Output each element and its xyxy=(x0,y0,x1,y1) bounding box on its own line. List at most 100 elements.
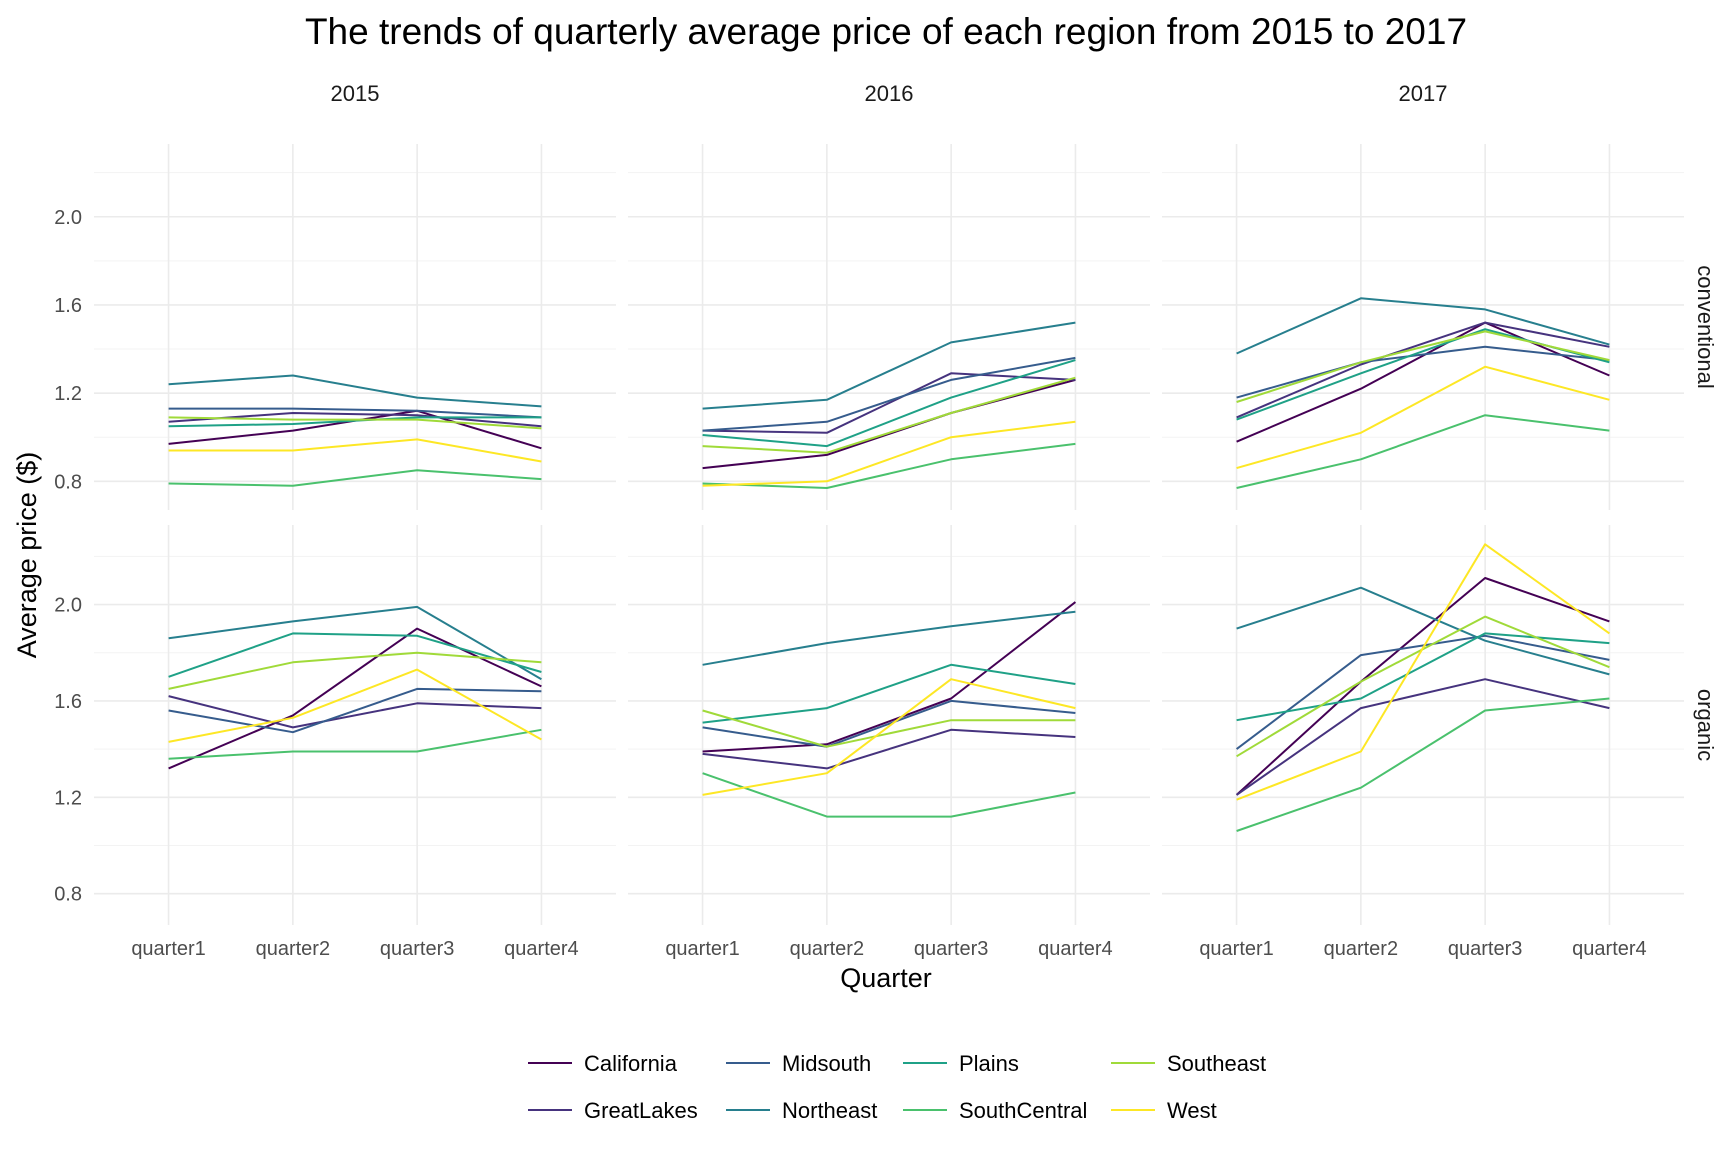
series-line-northeast-2016-conventional xyxy=(702,321,1076,410)
legend-item-plains: Plains xyxy=(903,1051,1019,1076)
legend-item-northeast: Northeast xyxy=(726,1098,877,1123)
facet-strips: 2015 2016 2017 conventional organic xyxy=(331,81,1718,761)
x-axis-title: Quarter xyxy=(840,963,932,993)
series-line-california-2015-organic xyxy=(168,627,542,770)
y-tick-label: 1.2 xyxy=(54,787,82,809)
x-tick-label-quarter4: quarter4 xyxy=(1572,938,1647,960)
x-tick-label-quarter3: quarter3 xyxy=(914,938,989,960)
panel-grid-2017-conventional xyxy=(1162,144,1684,510)
series-line-plains-2016-organic xyxy=(702,663,1076,724)
x-tick-label-quarter1: quarter1 xyxy=(665,938,740,960)
series-line-midsouth-2017-organic xyxy=(1235,634,1610,750)
series-line-plains-2015-organic xyxy=(168,632,542,678)
series-line-northeast-2017-conventional xyxy=(1236,297,1610,355)
facet-strip-2016: 2016 xyxy=(865,81,914,106)
panel-2016-conventional xyxy=(702,321,1076,489)
series-line-southeast-2016-conventional xyxy=(702,376,1076,454)
series-line-southcentral-2017-organic xyxy=(1236,697,1610,832)
x-tick-label-quarter3: quarter3 xyxy=(1448,938,1523,960)
panel-2017-organic xyxy=(1235,543,1610,832)
series-line-west-2016-organic xyxy=(702,678,1076,796)
series-line-midsouth-2016-organic xyxy=(702,699,1076,748)
series-line-southeast-2017-conventional xyxy=(1236,330,1610,403)
x-tick-label-quarter1: quarter1 xyxy=(131,938,206,960)
series-line-southcentral-2016-organic xyxy=(702,772,1076,818)
legend-item-greatlakes: GreatLakes xyxy=(528,1098,698,1123)
series-line-midsouth-2017-conventional xyxy=(1236,345,1610,399)
x-tick-label-quarter4: quarter4 xyxy=(1038,938,1113,960)
series-line-plains-2015-conventional xyxy=(168,416,542,428)
series-line-midsouth-2016-conventional xyxy=(702,356,1076,432)
legend-item-california: California xyxy=(528,1051,678,1076)
series-line-greatlakes-2017-organic xyxy=(1236,678,1610,796)
panel-2016-organic xyxy=(702,601,1077,818)
series-line-greatlakes-2015-conventional xyxy=(168,412,542,428)
series-line-plains-2016-conventional xyxy=(702,359,1076,448)
legend-label-plains: Plains xyxy=(959,1051,1019,1076)
series-line-southeast-2015-conventional xyxy=(168,416,542,430)
series-line-greatlakes-2016-organic xyxy=(702,728,1076,770)
series-line-west-2017-conventional xyxy=(1236,365,1610,470)
series-line-southcentral-2015-organic xyxy=(168,728,542,760)
series-line-northeast-2016-organic xyxy=(702,610,1076,666)
series-line-west-2016-conventional xyxy=(702,420,1076,487)
x-tick-label-quarter4: quarter4 xyxy=(504,938,579,960)
facet-strip-2015: 2015 xyxy=(331,81,380,106)
facet-strip-conventional: conventional xyxy=(1693,265,1718,389)
series-line-california-2017-organic xyxy=(1235,577,1610,796)
y-axis-title: Average price ($) xyxy=(12,452,42,659)
series-line-northeast-2015-organic xyxy=(168,605,542,681)
legend-label-southcentral: SouthCentral xyxy=(959,1098,1087,1123)
panel-grid-2017-organic xyxy=(1162,525,1684,925)
panel-grid-2015-conventional xyxy=(94,144,616,510)
series-line-greatlakes-2017-conventional xyxy=(1236,321,1610,419)
legend: California GreatLakes Midsouth Northeast Pla… xyxy=(528,1051,1266,1123)
panel-grid-2015-organic xyxy=(94,525,616,925)
y-tick-label: 1.6 xyxy=(54,295,82,317)
series-line-southcentral-2017-conventional xyxy=(1236,414,1610,489)
legend-label-california: California xyxy=(584,1051,678,1076)
facet-strip-organic: organic xyxy=(1693,689,1718,761)
legend-label-greatlakes: GreatLakes xyxy=(584,1098,698,1123)
series-line-west-2015-conventional xyxy=(168,438,542,463)
series-line-west-2017-organic xyxy=(1236,543,1610,801)
series-line-midsouth-2015-conventional xyxy=(168,407,542,419)
y-tick-label: 0.8 xyxy=(54,471,82,493)
legend-label-west: West xyxy=(1167,1098,1217,1123)
series-line-southcentral-2016-conventional xyxy=(702,442,1076,489)
series-line-southcentral-2015-conventional xyxy=(168,469,542,487)
x-tick-label-quarter2: quarter2 xyxy=(1324,938,1399,960)
series-line-west-2015-organic xyxy=(168,668,542,743)
facet-panels xyxy=(94,144,1684,925)
series-line-california-2016-organic xyxy=(702,601,1077,753)
series-line-southeast-2015-organic xyxy=(168,651,542,690)
y-tick-label: 2.0 xyxy=(54,207,82,229)
y-tick-label: 1.2 xyxy=(54,383,82,405)
series-line-california-2016-conventional xyxy=(702,378,1076,470)
legend-label-northeast: Northeast xyxy=(782,1098,877,1123)
axis-ticks: 0.8 1.2 1.6 2.0 0.8 1.2 1.6 2.0 quarter1 quarter2… xyxy=(54,207,1646,960)
legend-item-southeast: Southeast xyxy=(1111,1051,1266,1076)
panel-grid-2016-conventional xyxy=(628,144,1150,510)
series-line-greatlakes-2015-organic xyxy=(168,695,542,729)
series-line-california-2017-conventional xyxy=(1236,321,1610,443)
legend-label-southeast: Southeast xyxy=(1167,1051,1266,1076)
legend-item-midsouth: Midsouth xyxy=(726,1051,871,1076)
panel-2017-conventional xyxy=(1236,297,1610,489)
chart-title: The trends of quarterly average price of… xyxy=(305,11,1467,52)
legend-label-midsouth: Midsouth xyxy=(782,1051,871,1076)
series-line-plains-2017-organic xyxy=(1236,632,1610,722)
series-line-greatlakes-2016-conventional xyxy=(702,372,1076,434)
series-line-northeast-2015-conventional xyxy=(168,374,542,408)
series-line-northeast-2017-organic xyxy=(1236,586,1610,676)
series-line-southeast-2016-organic xyxy=(702,709,1076,748)
series-line-southeast-2017-organic xyxy=(1236,615,1610,758)
series-line-midsouth-2015-organic xyxy=(168,687,542,734)
facet-strip-2017: 2017 xyxy=(1399,81,1448,106)
y-tick-label: 0.8 xyxy=(54,884,82,906)
x-tick-label-quarter3: quarter3 xyxy=(380,938,455,960)
x-tick-label-quarter2: quarter2 xyxy=(256,938,331,960)
y-tick-label: 2.0 xyxy=(54,595,82,617)
y-tick-label: 1.6 xyxy=(54,691,82,713)
